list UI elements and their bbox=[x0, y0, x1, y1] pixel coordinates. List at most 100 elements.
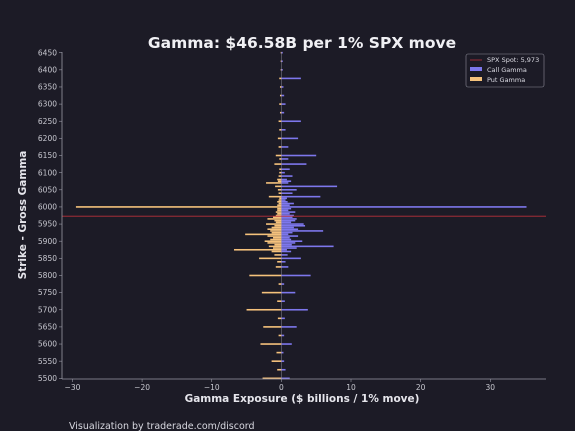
put-gamma-bar-6275 bbox=[279, 111, 282, 114]
call-gamma-bar-6175 bbox=[281, 146, 289, 148]
y-axis-ticks: 5500 5550 5600 5650 5700 5750 5800 5850 5900 5950… bbox=[38, 48, 62, 383]
put-gamma-bar-5875 bbox=[234, 248, 282, 251]
call-gamma-bar-6020 bbox=[281, 199, 286, 201]
call-gamma-bar-5985 bbox=[281, 211, 296, 213]
call-gamma-bar-6075 bbox=[281, 180, 292, 183]
put-gamma-bar-5575 bbox=[276, 351, 282, 354]
call-gamma-bar-5700 bbox=[281, 308, 308, 311]
put-gamma-bar-6140 bbox=[279, 158, 282, 160]
y-tick-label: 5800 bbox=[38, 271, 57, 280]
put-gamma-bar-6010 bbox=[278, 202, 282, 205]
call-gamma-bar-6140 bbox=[281, 158, 289, 160]
put-gamma-bar-6300 bbox=[279, 103, 282, 105]
put-gamma-bar-5860 bbox=[274, 254, 282, 256]
put-gamma-bar-6050 bbox=[277, 188, 282, 191]
y-axis-label: Strike - Gross Gamma bbox=[17, 151, 29, 280]
call-gamma-bar-6060 bbox=[281, 185, 338, 188]
call-gamma-bar-6250 bbox=[281, 120, 301, 123]
put-gamma-bar-5960 bbox=[274, 219, 282, 222]
call-gamma-bar-5910 bbox=[281, 236, 290, 239]
legend-put-label: Put Gamma bbox=[487, 76, 525, 84]
put-gamma-bar-5985 bbox=[275, 211, 282, 213]
call-gamma-bar-5935 bbox=[281, 228, 299, 231]
put-gamma-bar-5625 bbox=[278, 334, 282, 337]
put-gamma-bar-6005 bbox=[277, 204, 282, 207]
y-tick-label: 5550 bbox=[38, 357, 57, 366]
put-gamma-bar-6375 bbox=[279, 77, 282, 80]
call-gamma-bar-5750 bbox=[281, 291, 296, 294]
call-gamma-bar-5525 bbox=[281, 368, 286, 371]
put-gamma-bar-5975 bbox=[275, 214, 282, 217]
put-gamma-bar-5500 bbox=[262, 377, 282, 380]
put-gamma-bar-6015 bbox=[277, 200, 282, 203]
x-tick-label: −20 bbox=[134, 383, 150, 392]
put-gamma-bar-6325 bbox=[279, 94, 282, 97]
call-gamma-bar-6225 bbox=[281, 129, 286, 131]
call-gamma-bar-5990 bbox=[281, 209, 289, 212]
call-gamma-bar-6300 bbox=[281, 103, 286, 105]
put-gamma-bar-5930 bbox=[270, 230, 282, 232]
call-gamma-bar-5600 bbox=[281, 343, 292, 345]
legend-call-label: Call Gamma bbox=[487, 66, 527, 74]
y-tick-label: 5500 bbox=[38, 374, 57, 383]
put-gamma-bar-5850 bbox=[259, 257, 282, 260]
put-gamma-bar-5800 bbox=[249, 274, 282, 277]
call-gamma-bar-6350 bbox=[281, 86, 284, 88]
put-gamma-bar-5945 bbox=[274, 224, 282, 227]
chart-title: Gamma: $46.58B per 1% SPX move bbox=[148, 34, 456, 52]
x-tick-label: −30 bbox=[65, 383, 81, 392]
legend-spot-label: SPX Spot: 5,973 bbox=[487, 56, 539, 64]
put-gamma-bar-6400 bbox=[280, 69, 282, 71]
call-gamma-bar-5675 bbox=[281, 317, 285, 320]
put-gamma-bar-6025 bbox=[279, 197, 282, 200]
put-gamma-bar-6060 bbox=[275, 185, 282, 188]
call-gamma-bar-5975 bbox=[281, 214, 294, 217]
x-tick-label: 30 bbox=[486, 383, 496, 392]
call-gamma-bar-5905 bbox=[281, 238, 292, 241]
put-gamma-bar-5840 bbox=[277, 260, 282, 263]
put-gamma-bar-6150 bbox=[275, 154, 282, 157]
legend-box bbox=[465, 53, 545, 88]
put-gamma-bar-5925 bbox=[271, 231, 282, 234]
put-gamma-bar-6080 bbox=[277, 178, 282, 181]
call-gamma-bar-6010 bbox=[281, 202, 294, 205]
put-gamma-bar-5995 bbox=[277, 207, 282, 210]
y-tick-label: 5750 bbox=[38, 288, 57, 297]
call-gamma-bar-5960 bbox=[281, 219, 296, 222]
put-gamma-bar-6070 bbox=[266, 182, 282, 184]
call-gamma-bar-6030 bbox=[281, 195, 321, 198]
legend-call-swatch bbox=[470, 67, 482, 71]
y-tick-label: 6350 bbox=[38, 83, 57, 92]
call-gamma-bar-6100 bbox=[281, 171, 285, 174]
call-gamma-bar-5895 bbox=[281, 242, 296, 244]
call-gamma-bar-5775 bbox=[281, 283, 285, 285]
put-gamma-bar-5965 bbox=[267, 218, 282, 220]
call-gamma-bar-5880 bbox=[281, 247, 297, 249]
call-gamma-bar-5945 bbox=[281, 224, 306, 227]
put-gamma-bar-5895 bbox=[267, 242, 282, 244]
put-gamma-bar-5890 bbox=[274, 243, 282, 246]
put-gamma-bar-5750 bbox=[261, 291, 282, 294]
call-gamma-bar-5840 bbox=[281, 260, 286, 263]
call-gamma-bar-6425 bbox=[281, 60, 283, 63]
call-gamma-bar-6000 bbox=[281, 206, 527, 208]
call-gamma-bar-5920 bbox=[281, 233, 289, 236]
put-gamma-bar-5725 bbox=[277, 300, 282, 302]
y-tick-label: 6450 bbox=[38, 48, 57, 57]
call-gamma-bar-6025 bbox=[281, 197, 287, 200]
put-gamma-bar-6000 bbox=[75, 206, 282, 208]
x-axis-ticks: −30 −20 −10 0 10 20 30 bbox=[65, 379, 496, 392]
put-gamma-bar-6110 bbox=[279, 168, 282, 171]
put-gamma-bar-5675 bbox=[277, 317, 282, 320]
call-gamma-bar-6050 bbox=[281, 188, 297, 191]
call-gamma-bar-6150 bbox=[281, 154, 317, 157]
put-gamma-bar-6425 bbox=[280, 60, 282, 63]
put-gamma-bar-5775 bbox=[278, 283, 282, 285]
call-gamma-bar-6070 bbox=[281, 182, 289, 184]
put-gamma-bar-6100 bbox=[279, 171, 282, 174]
call-gamma-bar-6090 bbox=[281, 175, 293, 177]
call-gamma-bar-5965 bbox=[281, 218, 297, 220]
call-gamma-bar-5955 bbox=[281, 221, 292, 224]
put-gamma-bar-6350 bbox=[279, 86, 282, 88]
call-gamma-bar-5850 bbox=[281, 257, 301, 260]
